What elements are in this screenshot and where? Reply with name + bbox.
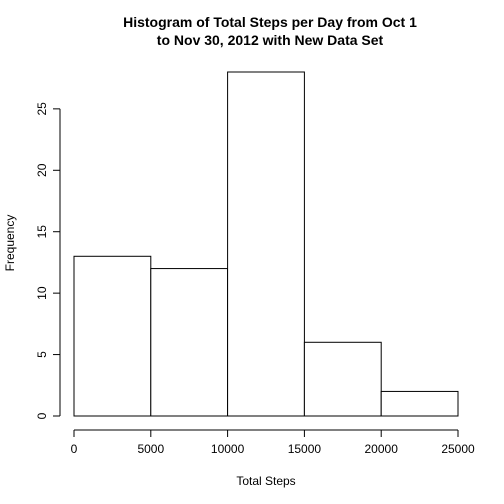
y-tick-label-3: 15 [35, 225, 49, 239]
histogram-bar-4 [380, 390, 459, 417]
x-tick-label-0: 0 [71, 442, 78, 456]
x-axis: 0 5000 10000 15000 20000 25000 [71, 429, 475, 456]
x-tick-label-4: 20000 [365, 442, 399, 456]
x-tick-label-5: 25000 [441, 442, 475, 456]
x-axis-label: Total Steps [236, 474, 295, 488]
y-tick-label-4: 20 [35, 163, 49, 177]
y-tick-label-0: 0 [35, 412, 49, 419]
y-tick-label-2: 10 [35, 286, 49, 300]
y-axis-label: Frequency [3, 215, 17, 272]
y-tick-label-5: 25 [35, 102, 49, 116]
histogram-bar-1 [150, 268, 229, 417]
y-axis: 0 5 10 15 20 25 [35, 102, 61, 419]
histogram-bar-2 [227, 71, 305, 417]
chart-title-line2: to Nov 30, 2012 with New Data Set [157, 32, 384, 48]
x-tick-label-3: 15000 [288, 442, 322, 456]
x-tick-label-2: 10000 [211, 442, 245, 456]
histogram-bar-3 [303, 341, 382, 417]
chart-title-line1: Histogram of Total Steps per Day from Oc… [123, 14, 417, 30]
x-tick-label-1: 5000 [137, 442, 164, 456]
bars-group [73, 71, 459, 417]
histogram-bar-0 [73, 255, 152, 417]
y-tick-label-1: 5 [35, 351, 49, 358]
